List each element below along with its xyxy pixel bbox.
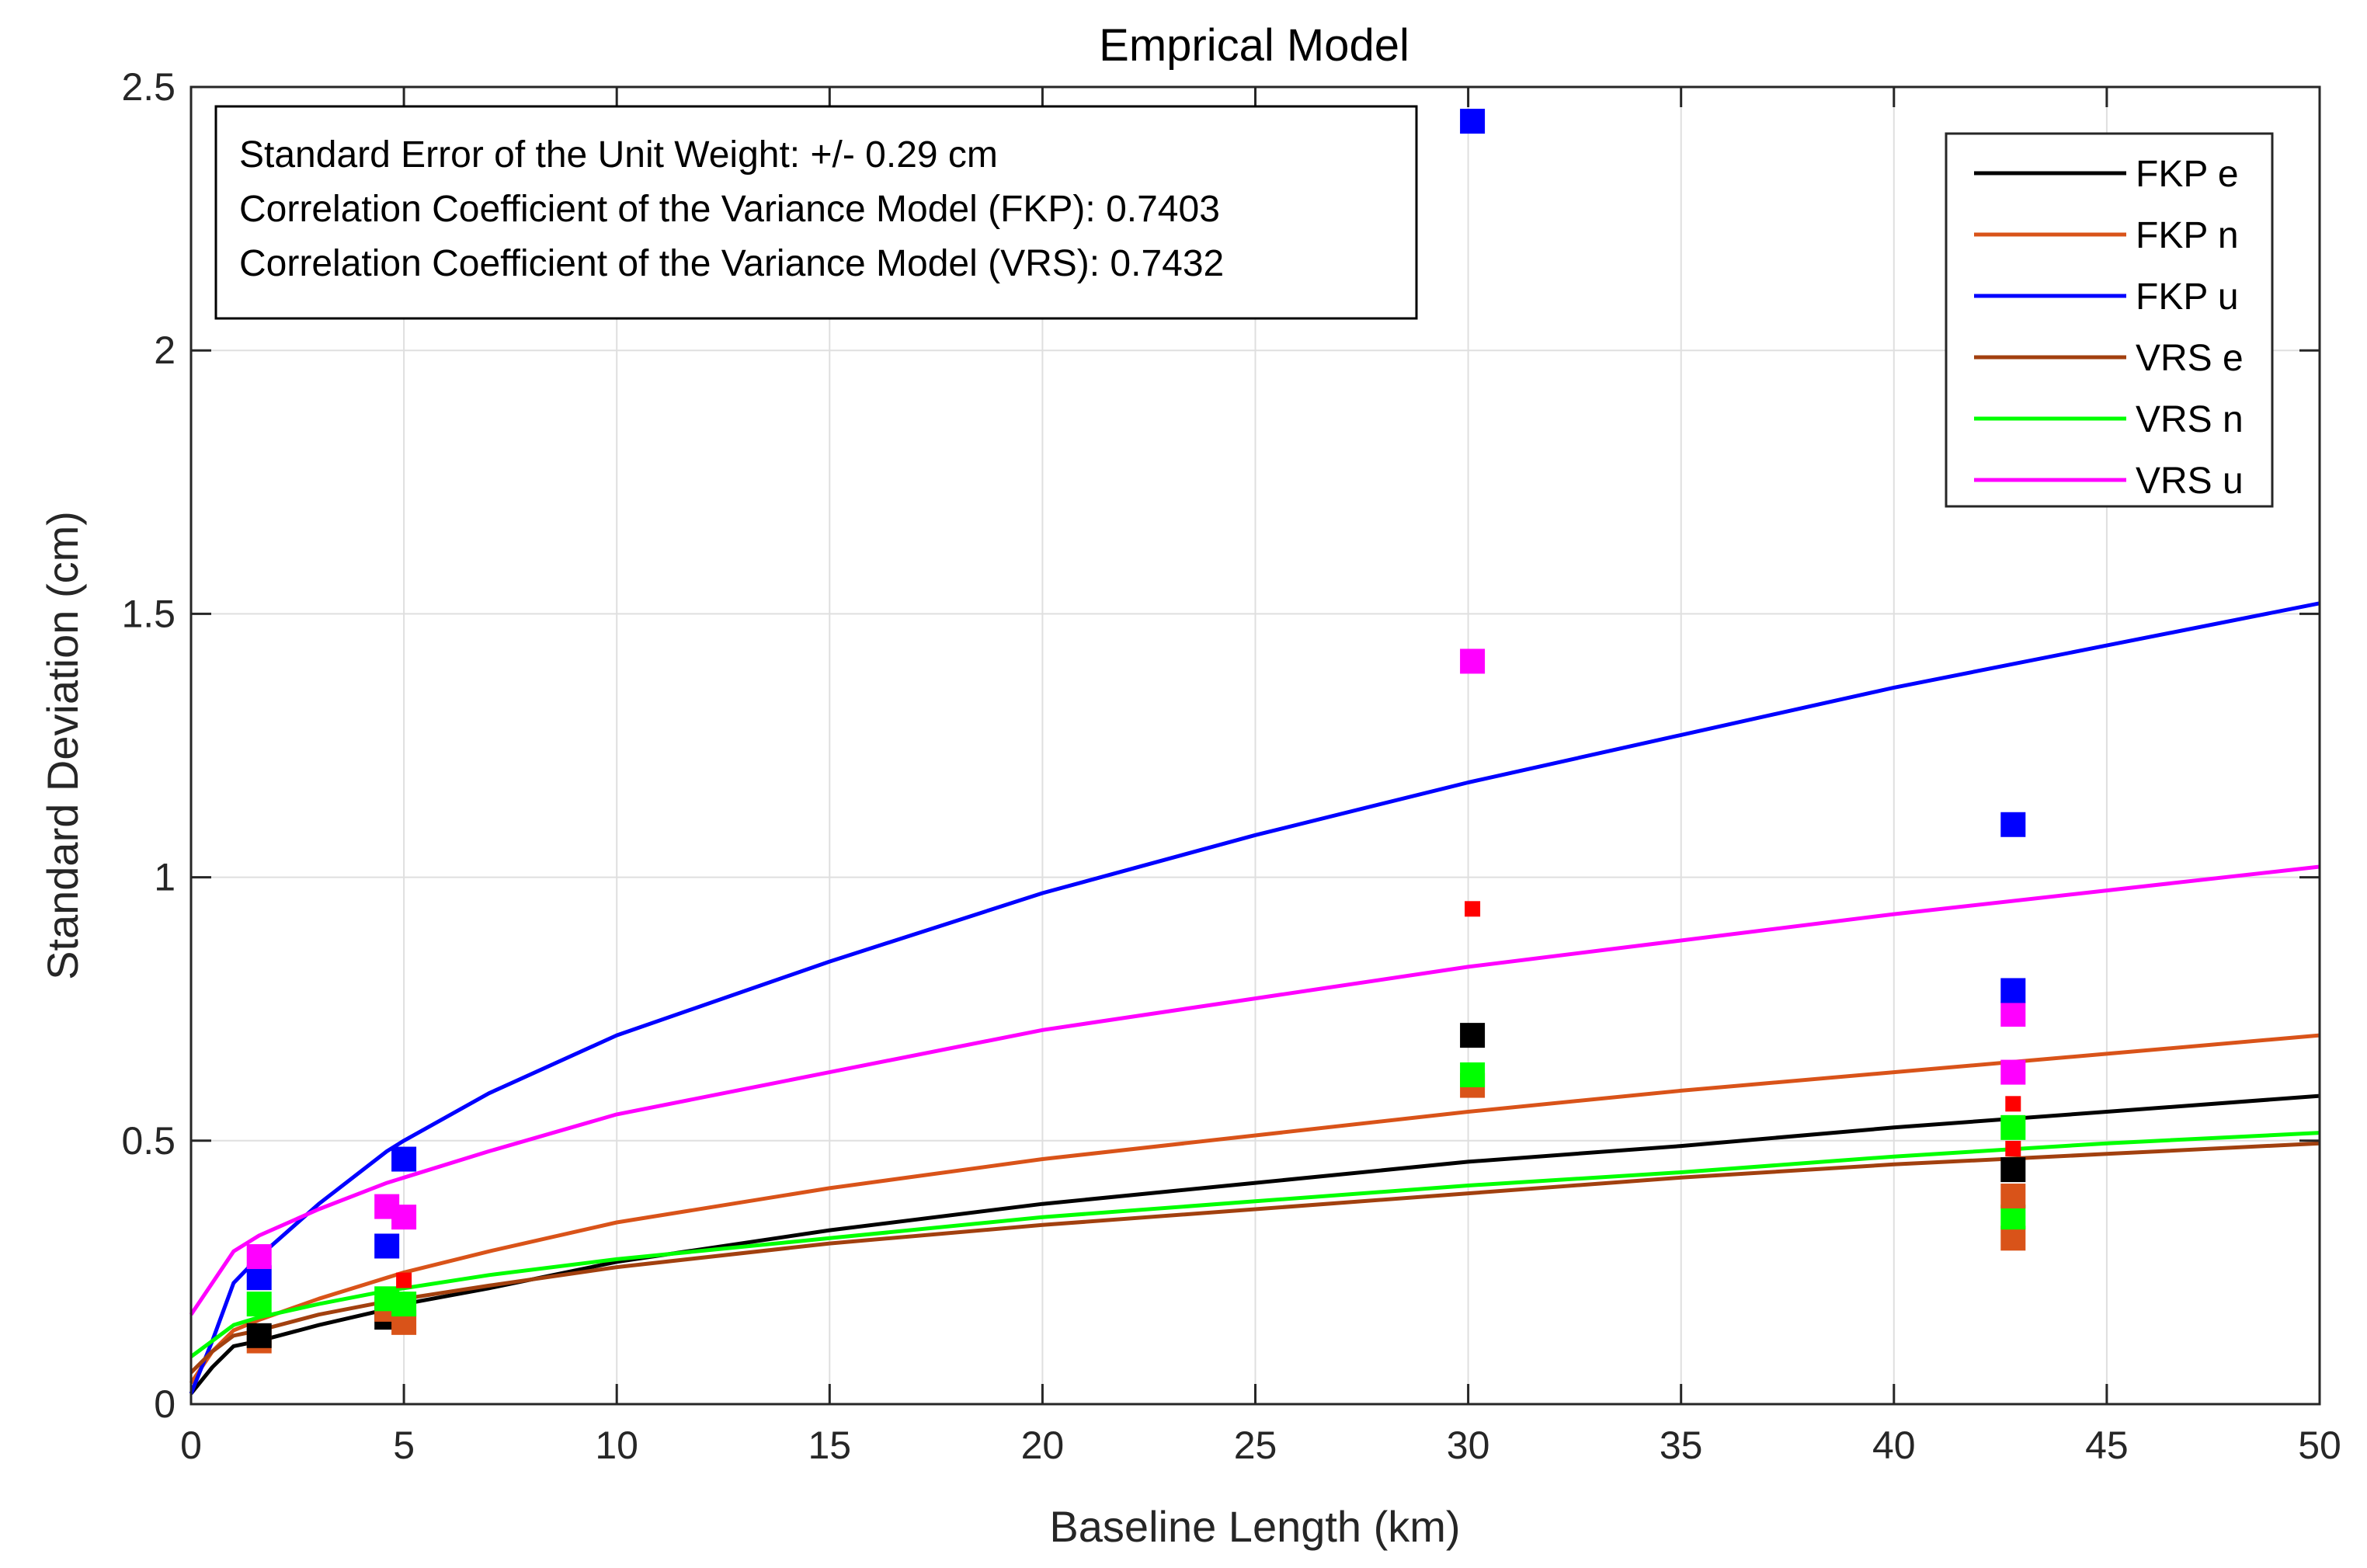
data-point <box>246 1244 272 1270</box>
legend-label: VRS e <box>2136 338 2244 379</box>
annotation-line-1: Standard Error of the Unit Weight: +/- 0… <box>239 134 998 176</box>
data-point <box>246 1292 272 1317</box>
y-tick-label: 0.5 <box>121 1119 176 1163</box>
data-point <box>1460 109 1486 134</box>
data-point <box>2000 812 2026 837</box>
annotation-frame <box>214 105 1418 320</box>
x-tick-label: 5 <box>393 1424 415 1467</box>
y-tick-label: 2 <box>154 329 176 372</box>
data-point <box>246 1323 272 1348</box>
legend-frame <box>1945 132 2274 508</box>
data-point <box>2005 1140 2021 1156</box>
data-point <box>1460 1062 1486 1087</box>
series-line-vrs-n <box>189 1131 2320 1358</box>
data-point <box>246 1265 272 1291</box>
data-point <box>2005 1096 2021 1112</box>
x-tick-label: 35 <box>1660 1424 1703 1467</box>
x-tick-label: 25 <box>1234 1424 1277 1467</box>
x-tick-label: 50 <box>2298 1424 2341 1467</box>
data-point <box>2000 1001 2026 1027</box>
data-point <box>396 1272 412 1288</box>
legend: FKP e FKP n FKP u VRS e VRS n VRS u <box>1945 132 2274 508</box>
data-point <box>391 1292 417 1317</box>
x-tick-label: 20 <box>1021 1424 1065 1467</box>
y-tick-label: 1 <box>154 856 176 899</box>
data-point <box>2000 1157 2026 1183</box>
data-point <box>391 1205 417 1230</box>
legend-label: FKP e <box>2136 154 2239 195</box>
annotation-line-2: Correlation Coefficient of the Variance … <box>239 189 1220 230</box>
data-point <box>374 1233 400 1259</box>
series-line-vrs-u <box>189 864 2320 1316</box>
x-tick-label: 0 <box>180 1424 202 1467</box>
x-axis-label: Baseline Length (km) <box>1049 1502 1460 1551</box>
legend-label: FKP u <box>2136 276 2239 318</box>
data-point <box>2000 1226 2026 1251</box>
x-tick-label: 30 <box>1447 1424 1490 1467</box>
legend-label: FKP n <box>2136 215 2239 256</box>
data-point <box>1460 1023 1486 1048</box>
y-axis-label: Standard Deviation (cm) <box>38 511 87 980</box>
chart-title: Emprical Model <box>1099 20 1409 71</box>
annotation-line-3: Correlation Coefficient of the Variance … <box>239 243 1224 284</box>
annotation-box: Standard Error of the Unit Weight: +/- 0… <box>214 105 1418 320</box>
x-tick-label: 40 <box>1872 1424 1916 1467</box>
x-tick-label: 10 <box>595 1424 638 1467</box>
data-point <box>2000 978 2026 1003</box>
data-points <box>246 109 2026 1354</box>
data-point <box>391 1146 417 1172</box>
axis-ticks: 0 5 10 15 20 25 30 35 40 45 50 0 0.5 1 1.5 2 2.5 <box>121 65 2341 1467</box>
x-tick-label: 45 <box>2085 1424 2129 1467</box>
data-point <box>1460 648 1486 674</box>
y-tick-label: 2.5 <box>121 65 176 109</box>
y-tick-label: 1.5 <box>121 592 176 635</box>
data-point <box>2000 1059 2026 1085</box>
legend-label: VRS u <box>2136 461 2244 502</box>
data-point <box>2000 1205 2026 1230</box>
x-tick-label: 15 <box>808 1424 851 1467</box>
data-point <box>1465 901 1481 917</box>
data-point <box>2000 1114 2026 1140</box>
y-tick-label: 0 <box>154 1382 176 1426</box>
legend-label: VRS n <box>2136 399 2244 440</box>
data-point <box>2000 1184 2026 1209</box>
